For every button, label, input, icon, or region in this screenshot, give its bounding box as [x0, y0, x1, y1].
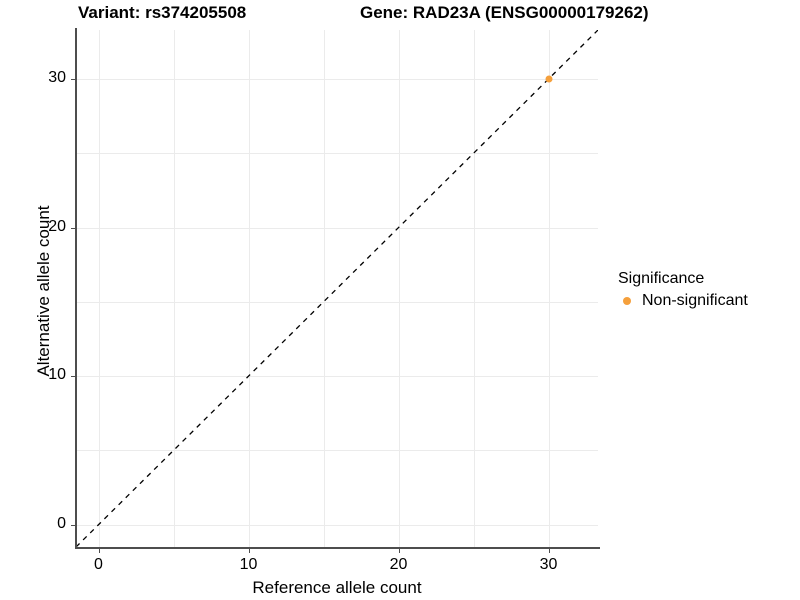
gridline-vertical-30 [548, 30, 550, 547]
gridline-horizontal-0 [76, 524, 598, 526]
y-tick-10 [71, 376, 75, 378]
gridline-vertical-10 [248, 30, 250, 547]
y-tick-30 [71, 79, 75, 80]
x-tick-20 [398, 549, 400, 553]
gridline-horizontal-20 [76, 227, 598, 229]
gene-title: Gene: RAD23A (ENSG00000179262) [360, 3, 649, 22]
gridline-vertical-25 [473, 30, 475, 547]
x-tick-label-20: 20 [389, 556, 408, 573]
legend-items: Non-significant [618, 292, 793, 310]
x-tick-10 [248, 549, 250, 553]
x-axis-line [75, 547, 600, 549]
y-axis-line [75, 28, 77, 549]
gridline-horizontal-5 [76, 450, 598, 452]
x-tick-30 [548, 549, 550, 553]
legend-dot [623, 297, 631, 305]
legend-title: Significance [618, 270, 705, 287]
gridline-horizontal-25 [76, 153, 598, 155]
y-tick-label-0: 0 [57, 514, 66, 532]
legend: Significance Non-significant [618, 270, 793, 310]
legend-item-label: Non-significant [642, 292, 748, 309]
data-point[interactable] [545, 75, 552, 83]
x-tick-label-0: 0 [94, 556, 103, 573]
gridline-vertical-20 [398, 30, 400, 547]
legend-marker-circle-icon [618, 292, 636, 310]
x-tick-0 [98, 549, 100, 553]
gridline-horizontal-30 [76, 79, 598, 80]
identity-reference-line [76, 30, 598, 547]
y-axis-title: Alternative allele count [34, 205, 53, 377]
y-tick-label-30: 30 [48, 69, 66, 86]
y-tick-0 [71, 524, 75, 526]
y-tick-label-20: 20 [48, 217, 66, 235]
gridline-vertical-5 [173, 30, 175, 547]
y-tick-label-10: 10 [48, 366, 66, 384]
x-tick-label-10: 10 [239, 556, 258, 573]
variant-title: Variant: rs374205508 [78, 3, 247, 22]
x-tick-label-30: 30 [539, 556, 558, 573]
identity-line-path [76, 30, 598, 547]
legend-item-0[interactable]: Non-significant [618, 292, 793, 310]
gridline-vertical-15 [323, 30, 325, 547]
gridline-horizontal-15 [76, 301, 598, 303]
figure-title-row: Variant: rs374205508 Gene: RAD23A (ENSG0… [0, 2, 800, 26]
plot-panel [76, 30, 598, 547]
y-tick-20 [71, 227, 75, 229]
x-axis-title: Reference allele count [252, 578, 422, 597]
gridline-vertical-0 [98, 30, 100, 547]
gridline-horizontal-10 [76, 376, 598, 378]
